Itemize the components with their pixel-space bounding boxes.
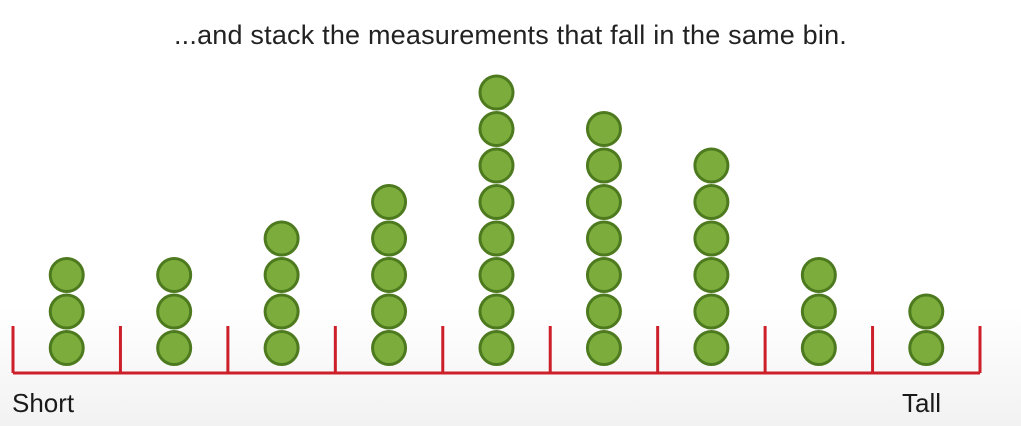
measurement-dot (48, 293, 85, 330)
measurement-dot (478, 74, 515, 111)
short-label: Short (12, 388, 75, 418)
measurement-dot (800, 257, 837, 293)
bin-stack (263, 220, 300, 366)
measurement-dot (156, 293, 193, 330)
measurement-dot (156, 257, 193, 293)
measurement-dot (478, 147, 515, 184)
measurement-dot (371, 184, 408, 220)
measurement-dot (48, 257, 85, 293)
measurement-dot (263, 220, 300, 257)
measurement-dot (371, 293, 408, 330)
bin-stack (693, 147, 730, 366)
bin-axis (11, 326, 982, 375)
bin-stack (800, 257, 837, 366)
measurement-dot (478, 220, 515, 257)
measurement-dot (478, 184, 515, 220)
measurement-dot (693, 220, 730, 257)
measurement-dot (48, 330, 85, 366)
measurement-dot (800, 330, 837, 366)
measurement-dot (263, 257, 300, 293)
measurement-dot (693, 257, 730, 293)
measurement-dot (371, 330, 408, 366)
measurement-dot (585, 147, 622, 184)
dot-stacks (48, 74, 945, 366)
measurement-dot (585, 293, 622, 330)
measurement-dot (371, 257, 408, 293)
measurement-dot (371, 220, 408, 257)
measurement-dot (156, 330, 193, 366)
measurement-dot (693, 147, 730, 184)
bin-stack (371, 184, 408, 366)
measurement-dot (585, 330, 622, 366)
measurement-dot (478, 257, 515, 293)
measurement-dot (693, 184, 730, 220)
measurement-dot (585, 220, 622, 257)
measurement-dot (693, 293, 730, 330)
bin-stack (585, 111, 622, 366)
measurement-dot (478, 293, 515, 330)
bin-stack (908, 293, 945, 366)
measurement-dot (908, 293, 945, 330)
bin-stack (48, 257, 85, 366)
measurement-dot (263, 330, 300, 366)
bin-stack (156, 257, 193, 366)
bin-stack (478, 74, 515, 366)
measurement-dot (800, 293, 837, 330)
measurement-dot (263, 293, 300, 330)
tall-label: Tall (902, 388, 942, 418)
measurement-dot (585, 184, 622, 220)
chart-title: ...and stack the measurements that fall … (173, 20, 848, 50)
measurement-dot (908, 330, 945, 366)
measurement-dot (478, 111, 515, 147)
measurement-dot (478, 330, 515, 366)
measurement-dot (585, 111, 622, 147)
measurement-dot (585, 257, 622, 293)
measurement-dot (693, 330, 730, 366)
